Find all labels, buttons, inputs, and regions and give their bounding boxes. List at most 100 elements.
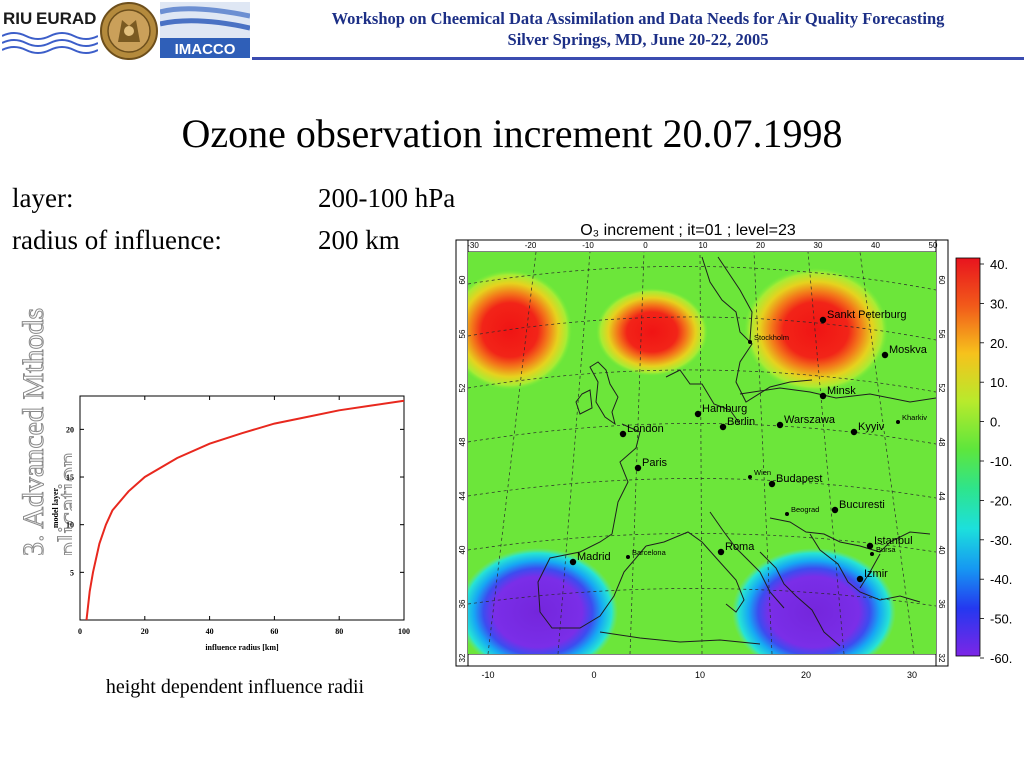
city-label: Paris (642, 457, 668, 469)
city-label: London (627, 423, 664, 435)
influence-radius-svg: 0 20 40 60 80 100 5 10 15 20 influence radius [k… (51, 395, 410, 652)
bottom-lon-tick-label: 0 (591, 670, 596, 680)
city-dot (634, 464, 642, 472)
influence-radius-chart: 0 20 40 60 80 100 5 10 15 20 influence radius [k… (40, 385, 420, 660)
city-label: Bursa (876, 545, 896, 554)
x-tick-label: 40 (206, 627, 214, 636)
y-axis-label: model layer (51, 487, 60, 528)
top-lon-tick-label: -10 (582, 241, 594, 250)
anomaly-baltic (596, 288, 708, 376)
colorbar-tick-label: -50. (990, 612, 1012, 627)
city-dot (831, 506, 839, 514)
series-line (85, 399, 405, 621)
y-tick-label: 5 (70, 568, 74, 577)
x-tick-label: 0 (78, 627, 82, 636)
right-lat-tick-label: 32 (937, 654, 946, 663)
y-tick-label: 20 (66, 425, 74, 434)
colorbar-tick-label: -60. (990, 651, 1012, 666)
city-label: Kharkiv (902, 413, 927, 422)
left-lat-ticks: 60 56 52 48 44 40 36 32 (458, 275, 467, 662)
y-tick-label: 15 (66, 473, 74, 482)
map-title: O₃ increment ; it=01 ; level=23 (580, 222, 796, 239)
x-tick-label: 80 (335, 627, 343, 636)
anomaly-russia (744, 268, 888, 392)
left-lat-tick-label: 56 (458, 329, 467, 338)
colorbar-tick-label: -40. (990, 572, 1012, 587)
x-axis-label: influence radius [km] (205, 643, 279, 652)
university-seal-icon (100, 2, 158, 60)
right-lat-tick-label: 40 (937, 546, 946, 555)
y-ticks: 5 10 15 20 (66, 425, 404, 577)
city-dot (866, 542, 874, 550)
city-dot (785, 512, 789, 516)
x-ticks: 0 20 40 60 80 100 (78, 396, 410, 636)
imacco-logo: IMACCO (159, 2, 251, 58)
city-dot (896, 420, 900, 424)
coastlines (537, 256, 936, 647)
left-lat-tick-label: 32 (458, 653, 467, 662)
top-lon-tick-label: -30 (467, 241, 479, 250)
city-dot (719, 423, 727, 431)
workshop-title: Workshop on Cheemical Data Assimilation … (258, 8, 1018, 50)
top-lon-tick-label: 20 (756, 241, 765, 250)
city-label: Moskva (889, 344, 928, 356)
city-label: Madrid (577, 551, 611, 563)
bottom-lon-ticks: -10 0 10 20 30 (481, 670, 917, 680)
city-label: Istanbul (874, 535, 913, 547)
workshop-line2: Silver Springs, MD, June 20-22, 2005 (507, 30, 769, 49)
colorbar-tick-label: 0. (990, 415, 1001, 430)
top-lon-tick-label: 10 (699, 241, 708, 250)
city-dot (569, 558, 577, 566)
x-tick-label: 20 (141, 627, 149, 636)
city-dot (717, 548, 725, 556)
city-label: Barcelona (632, 548, 667, 557)
colorbar-tick-label: 40. (990, 257, 1008, 272)
bottom-lon-tick-label: 30 (907, 670, 917, 680)
city-dot (748, 340, 752, 344)
right-lat-tick-label: 56 (937, 330, 946, 339)
city-label: Budapest (776, 473, 822, 485)
x-tick-label: 60 (270, 627, 278, 636)
city-label: Izmir (864, 568, 888, 580)
y-tick-label: 10 (66, 521, 74, 530)
bottom-lon-tick-label: 20 (801, 670, 811, 680)
workshop-line1: Workshop on Cheemical Data Assimilation … (331, 9, 945, 28)
header: RIU EURAD IMACCO Workshop on Cheemical D… (0, 0, 1024, 62)
chart-caption: height dependent influence radii (105, 676, 365, 698)
left-lat-tick-label: 40 (458, 545, 467, 554)
city-dot (881, 351, 889, 359)
city-dot (819, 392, 827, 400)
right-lat-ticks: 60 56 52 48 44 40 36 32 (937, 276, 946, 663)
city-markers: Sankt Peterburg Stockholm Moskva Minsk Hambu… (569, 309, 928, 583)
city-dot (850, 428, 858, 436)
ozone-increment-map: O₃ increment ; it=01 ; level=23 (440, 212, 1024, 686)
city-dot (819, 316, 827, 324)
city-label: Beograd (791, 505, 819, 514)
city-label: Stockholm (754, 333, 789, 342)
radius-label: radius of influence: (12, 225, 222, 255)
top-lon-tick-label: 0 (643, 241, 648, 250)
city-label: Bucuresti (839, 499, 885, 511)
left-lat-tick-label: 44 (458, 491, 467, 500)
left-lat-tick-label: 52 (458, 383, 467, 392)
logo-eurad-text: EURAD (36, 9, 96, 28)
right-lat-tick-label: 60 (937, 276, 946, 285)
layer-label: layer: (12, 183, 74, 213)
graticule (468, 252, 936, 654)
top-lon-tick-label: 50 (929, 241, 938, 250)
logo-riu-text: RIU (3, 9, 32, 28)
colorbar (955, 257, 981, 657)
anomaly-aegean (732, 548, 896, 654)
left-lat-tick-label: 48 (458, 437, 467, 446)
right-lat-tick-label: 36 (937, 600, 946, 609)
city-label: Kyyiv (858, 421, 885, 433)
city-label: Wien (754, 468, 771, 477)
radius-value: 200 km (318, 225, 400, 255)
anomaly-north-atlantic (468, 270, 572, 390)
city-dot (768, 480, 776, 488)
plot-frame (79, 395, 405, 621)
city-label: Berlin (727, 416, 755, 428)
header-divider (252, 57, 1024, 60)
city-label: Hamburg (702, 403, 747, 415)
city-dot (776, 421, 784, 429)
